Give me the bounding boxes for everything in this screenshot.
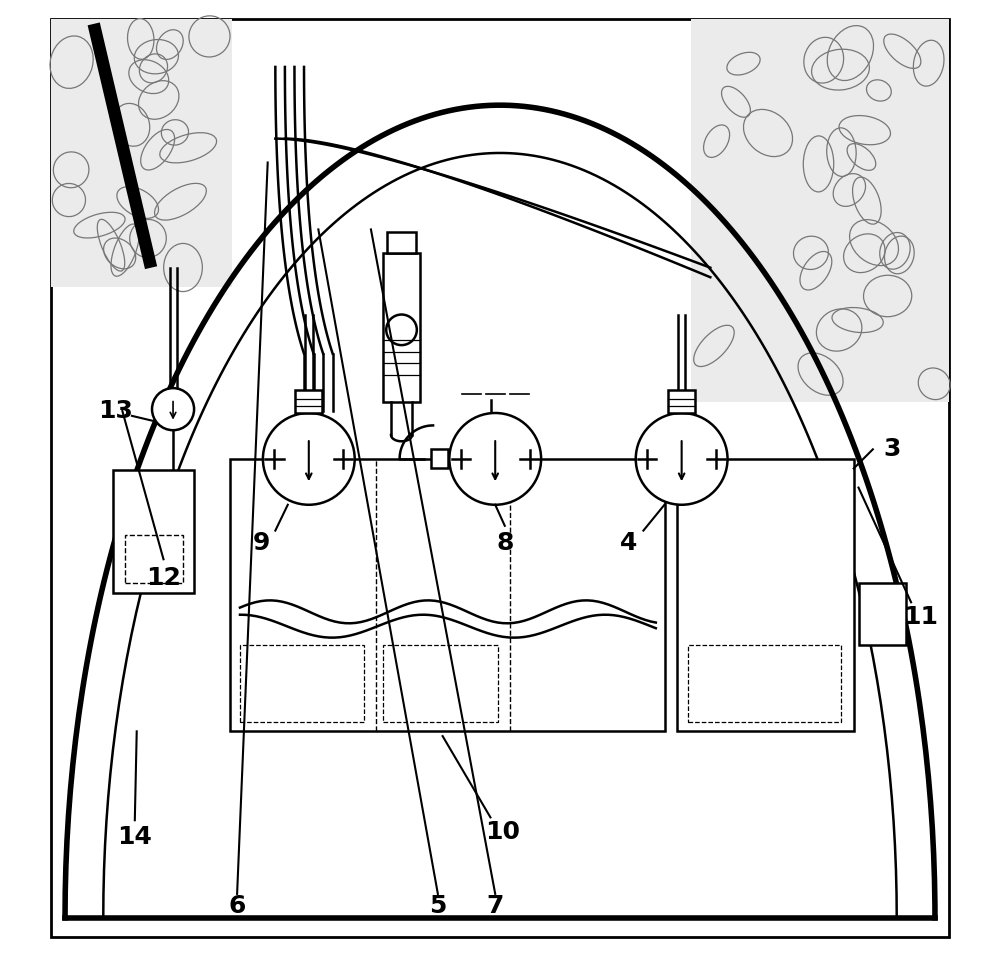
Circle shape	[449, 413, 541, 505]
Text: 5: 5	[429, 894, 447, 919]
Text: 6: 6	[228, 894, 246, 919]
Circle shape	[152, 388, 194, 430]
Bar	[240, 645, 364, 722]
Text: 11: 11	[903, 604, 938, 629]
Text: 4: 4	[620, 531, 638, 555]
Bar	[431, 449, 448, 468]
Text: 8: 8	[496, 531, 513, 555]
Bar	[677, 459, 854, 731]
Text: 14: 14	[117, 824, 152, 849]
Bar	[859, 583, 906, 645]
Text: 12: 12	[146, 566, 181, 591]
Bar	[113, 470, 194, 593]
Text: 7: 7	[487, 894, 504, 919]
Text: 9: 9	[252, 531, 270, 555]
Bar	[387, 232, 416, 253]
Bar	[688, 645, 841, 722]
FancyBboxPatch shape	[51, 19, 232, 287]
Bar	[383, 253, 420, 402]
FancyBboxPatch shape	[691, 19, 949, 402]
Circle shape	[636, 413, 728, 505]
Bar	[383, 645, 498, 722]
Text: 10: 10	[485, 819, 520, 844]
Bar	[230, 459, 665, 731]
Text: 3: 3	[883, 437, 901, 462]
Text: 13: 13	[98, 399, 133, 424]
Circle shape	[263, 413, 355, 505]
Bar	[125, 535, 183, 583]
Bar	[295, 390, 322, 413]
Bar	[668, 390, 695, 413]
